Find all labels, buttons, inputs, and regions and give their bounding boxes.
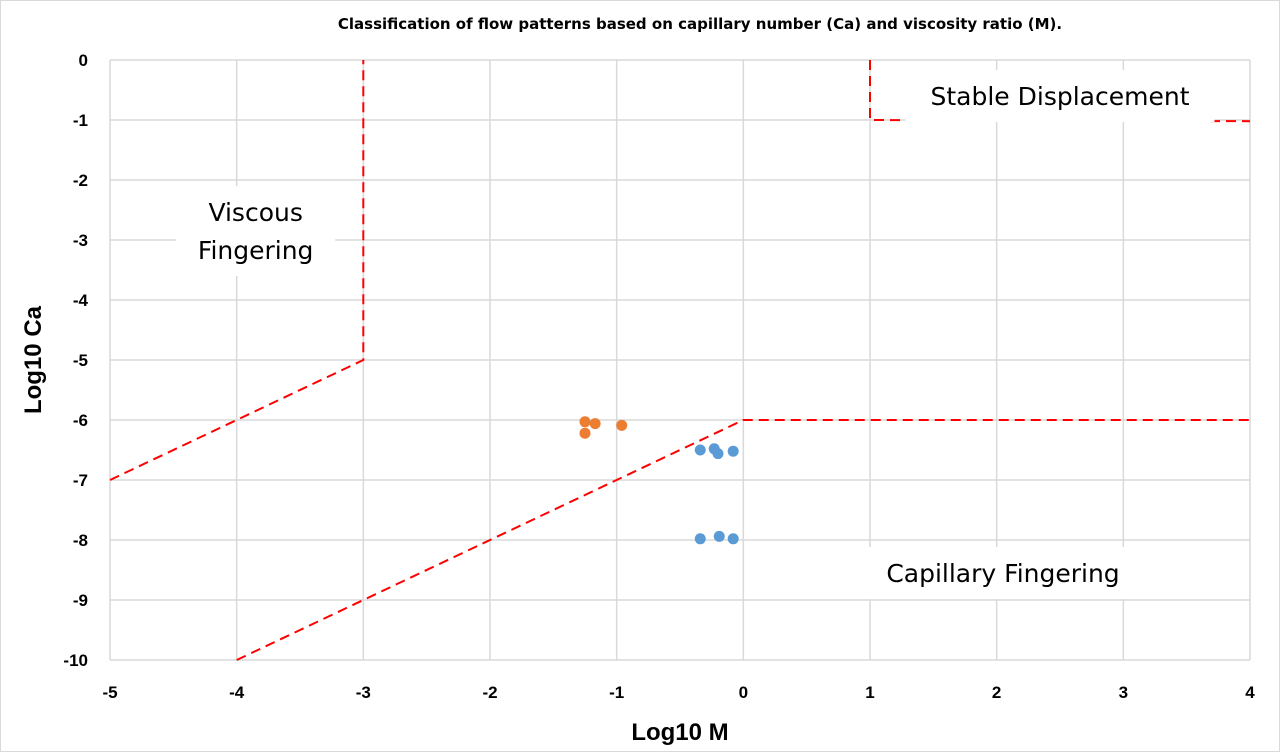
capillary-fingering-boundary [236,419,1250,661]
y-tick-label: -9 [73,591,88,610]
data-point [589,418,601,430]
region-labels: Viscous Fingering Stable Displacement Capil… [176,70,1215,599]
stable-displacement-label: Stable Displacement [931,82,1190,111]
y-tick-label: -4 [73,291,89,310]
y-axis-title: Log10 Ca [20,305,47,414]
y-tick-label: -3 [73,231,88,250]
viscous-fingering-boundary [109,60,365,481]
y-tick-label: -5 [73,351,88,370]
capillary-fingering-label-background [848,547,1158,599]
capillary-fingering-label: Capillary Fingering [886,559,1119,588]
data-point [713,530,725,542]
x-tick-label: 1 [865,683,874,702]
y-tick-label: -10 [63,651,88,670]
stable-displacement-label-background [905,70,1215,122]
y-tick-label: 0 [79,51,88,70]
x-tick-label: 0 [739,683,748,702]
viscous-fingering-label: Viscous [208,198,302,227]
y-tick-label: -7 [73,471,88,490]
data-point [712,448,724,460]
x-tick-label: -5 [102,683,117,702]
data-point [727,533,739,545]
y-tick-label: -8 [73,531,88,550]
y-tick-labels: 0 -1 -2 -3 -4 -5 -6 -7 -8 -9 -10 [63,51,88,670]
x-tick-label: 3 [1119,683,1128,702]
x-tick-label: -3 [356,683,371,702]
data-point [727,445,739,457]
y-tick-label: -6 [73,411,88,430]
viscous-fingering-label-background [176,186,336,276]
x-tick-label: -2 [482,683,497,702]
x-tick-labels: -5 -4 -3 -2 -1 0 1 2 3 4 [102,683,1255,702]
y-tick-label: -2 [73,171,88,190]
x-tick-label: 2 [992,683,1001,702]
viscous-fingering-label: Fingering [198,236,314,265]
x-tick-label: 4 [1245,683,1255,702]
y-tick-label: -1 [73,111,88,130]
data-point [579,416,591,428]
data-point [579,427,591,439]
data-point [616,419,628,431]
data-point [694,533,706,545]
x-axis-title: Log10 M [631,719,728,746]
x-tick-label: -4 [229,683,245,702]
x-tick-label: -1 [609,683,624,702]
data-point [694,444,706,456]
data-points [579,416,739,545]
chart-title: Classification of flow patterns based on… [338,15,1062,33]
